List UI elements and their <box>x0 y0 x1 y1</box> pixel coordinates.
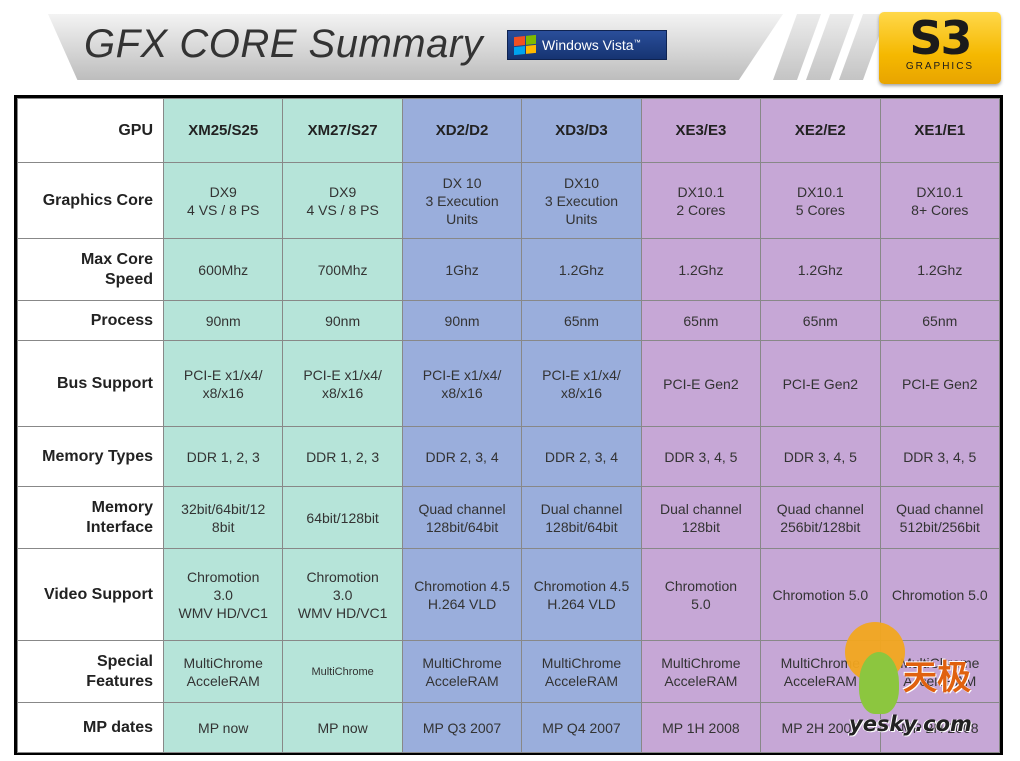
table-cell: Dual channel 128bit <box>640 486 762 549</box>
table-cell: Dual channel 128bit/64bit <box>521 486 642 549</box>
table-cell: Chromotion 5.0 <box>640 548 762 641</box>
table-cell: DDR 1, 2, 3 <box>162 426 284 487</box>
table-cell: 1.2Ghz <box>521 238 642 301</box>
table-cell: DX 10 3 Execution Units <box>401 162 523 239</box>
table-cell: 64bit/128bit <box>282 486 403 549</box>
table-row: MP dates MP now MP now MP Q3 2007 MP Q4 … <box>17 702 1001 753</box>
table-cell: MP Q3 2007 <box>401 702 523 753</box>
table-cell: 65nm <box>879 300 1001 341</box>
row-label: Special Features <box>17 640 164 703</box>
column-header: XE1/E1 <box>879 98 1001 163</box>
table-cell: PCI-E x1/x4/ x8/x16 <box>401 340 523 427</box>
table-header-row: GPU XM25/S25 XM27/S27 XD2/D2 XD3/D3 XE3/… <box>17 98 1001 163</box>
table-cell: DDR 3, 4, 5 <box>879 426 1001 487</box>
table-cell: PCI-E x1/x4/ x8/x16 <box>162 340 284 427</box>
table-row: Special Features MultiChrome AcceleRAM M… <box>17 640 1001 703</box>
table-cell: PCI-E Gen2 <box>879 340 1001 427</box>
table-cell: MultiChrome AcceleRAM <box>162 640 284 703</box>
table-cell: MultiChrome AcceleRAM <box>521 640 642 703</box>
table-cell: DDR 1, 2, 3 <box>282 426 403 487</box>
row-label: Max Core Speed <box>17 238 164 301</box>
row-label: Video Support <box>17 548 164 641</box>
table-cell: 1.2Ghz <box>879 238 1001 301</box>
table-cell: 1.2Ghz <box>640 238 762 301</box>
table-cell: MultiChrome AcceleRAM <box>640 640 762 703</box>
corner-label: GPU <box>17 98 164 163</box>
table-cell: 1Ghz <box>401 238 523 301</box>
table-cell: Chromotion 4.5 H.264 VLD <box>521 548 642 641</box>
table-cell: PCI-E Gen2 <box>760 340 881 427</box>
table-cell: DX10 3 Execution Units <box>521 162 642 239</box>
row-label: MP dates <box>17 702 164 753</box>
row-label: Graphics Core <box>17 162 164 239</box>
table-cell: MP 1H 2008 <box>640 702 762 753</box>
table-cell: PCI-E x1/x4/ x8/x16 <box>521 340 642 427</box>
windows-flag-icon <box>514 34 536 56</box>
table-cell: DDR 2, 3, 4 <box>521 426 642 487</box>
column-header: XD2/D2 <box>401 98 523 163</box>
table-cell: MP Q4 2007 <box>521 702 642 753</box>
table-cell: MP now <box>162 702 284 753</box>
table-cell: MultiChrome AcceleRAM <box>879 640 1001 703</box>
table-cell: 32bit/64bit/12 8bit <box>162 486 284 549</box>
table-cell: DX10.1 5 Cores <box>760 162 881 239</box>
table-cell: MP 2H 2008 <box>760 702 881 753</box>
table-row: Video Support Chromotion 3.0 WMV HD/VC1 … <box>17 548 1001 641</box>
vista-badge-label: Windows Vista™ <box>542 37 641 53</box>
windows-vista-badge: Windows Vista™ <box>507 30 667 60</box>
table-row: Max Core Speed 600Mhz 700Mhz 1Ghz 1.2Ghz… <box>17 238 1001 301</box>
table-row: Memory Types DDR 1, 2, 3 DDR 1, 2, 3 DDR… <box>17 426 1001 487</box>
column-header: XM27/S27 <box>282 98 403 163</box>
table-cell: MP 2H 2008 <box>879 702 1001 753</box>
table-cell: 1.2Ghz <box>760 238 881 301</box>
column-header: XE2/E2 <box>760 98 881 163</box>
gfx-core-table: GPU XM25/S25 XM27/S27 XD2/D2 XD3/D3 XE3/… <box>14 95 1003 755</box>
column-header: XM25/S25 <box>162 98 284 163</box>
table-cell: DX9 4 VS / 8 PS <box>282 162 403 239</box>
table-cell: Chromotion 5.0 <box>879 548 1001 641</box>
table-cell: Chromotion 3.0 WMV HD/VC1 <box>162 548 284 641</box>
table-cell: Chromotion 3.0 WMV HD/VC1 <box>282 548 403 641</box>
page-title: GFX CORE Summary <box>84 22 484 66</box>
table-cell: Quad channel 128bit/64bit <box>401 486 523 549</box>
table-cell: Quad channel 512bit/256bit <box>879 486 1001 549</box>
table-cell: Chromotion 4.5 H.264 VLD <box>401 548 523 641</box>
table-cell: PCI-E x1/x4/ x8/x16 <box>282 340 403 427</box>
table-cell: 65nm <box>521 300 642 341</box>
table-cell: Quad channel 256bit/128bit <box>760 486 881 549</box>
table-cell: 65nm <box>760 300 881 341</box>
table-row: Bus Support PCI-E x1/x4/ x8/x16 PCI-E x1… <box>17 340 1001 427</box>
row-label: Process <box>17 300 164 341</box>
table-cell: MultiChrome AcceleRAM <box>401 640 523 703</box>
table-cell: DDR 3, 4, 5 <box>760 426 881 487</box>
row-label: Bus Support <box>17 340 164 427</box>
table-cell: MP now <box>282 702 403 753</box>
table-cell: DX10.1 2 Cores <box>640 162 762 239</box>
row-label: Memory Types <box>17 426 164 487</box>
column-header: XD3/D3 <box>521 98 642 163</box>
row-label: Memory Interface <box>17 486 164 549</box>
s3-graphics-logo: S3 GRAPHICS <box>879 12 1001 84</box>
table-cell: DX10.1 8+ Cores <box>879 162 1001 239</box>
table-cell: 700Mhz <box>282 238 403 301</box>
table-cell: MultiChrome <box>282 640 403 703</box>
table-cell: 90nm <box>162 300 284 341</box>
table-cell: DDR 3, 4, 5 <box>640 426 762 487</box>
table-cell: Chromotion 5.0 <box>760 548 881 641</box>
table-cell: 90nm <box>282 300 403 341</box>
table-cell: MultiChrome AcceleRAM <box>760 640 881 703</box>
table-row: Memory Interface 32bit/64bit/12 8bit 64b… <box>17 486 1001 549</box>
table-cell: 65nm <box>640 300 762 341</box>
table-row: Process 90nm 90nm 90nm 65nm 65nm 65nm 65… <box>17 300 1001 341</box>
table-cell: 90nm <box>401 300 523 341</box>
table-cell: 600Mhz <box>162 238 284 301</box>
logo-main-text: S3 <box>909 11 972 65</box>
table-cell: DDR 2, 3, 4 <box>401 426 523 487</box>
column-header: XE3/E3 <box>640 98 762 163</box>
logo-sub-text: GRAPHICS <box>905 61 975 72</box>
table-cell: PCI-E Gen2 <box>640 340 762 427</box>
table-row: Graphics Core DX9 4 VS / 8 PS DX9 4 VS /… <box>17 162 1001 239</box>
table-cell: DX9 4 VS / 8 PS <box>162 162 284 239</box>
